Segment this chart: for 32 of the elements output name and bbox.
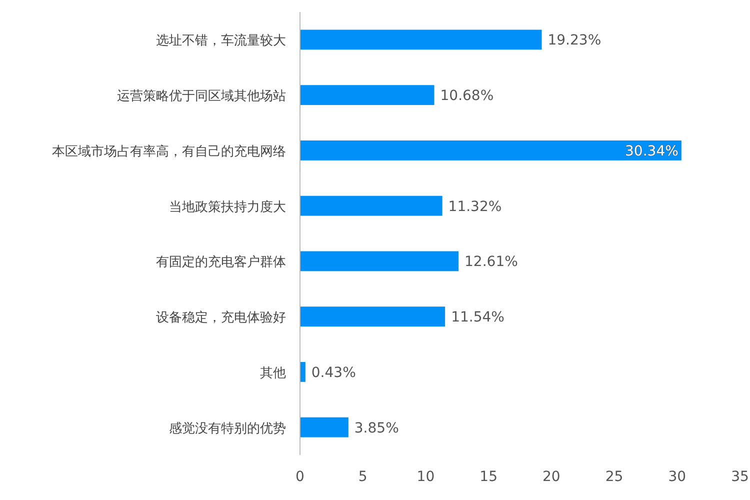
y-tick-label: 有固定的充电客户群体 <box>156 254 286 270</box>
y-tick-label: 选址不错，车流量较大 <box>156 32 286 49</box>
x-tick-label: 20 <box>542 469 560 485</box>
y-tick-label: 当地政策扶持力度大 <box>169 198 286 215</box>
x-tick-label: 30 <box>668 469 686 485</box>
bar <box>300 362 306 382</box>
bar <box>300 140 682 160</box>
data-label: 0.43% <box>311 364 356 381</box>
bar <box>300 251 459 272</box>
data-label: 12.61% <box>464 254 518 270</box>
y-tick-label: 其他 <box>260 366 286 381</box>
bar <box>300 417 348 438</box>
x-tick-label: 0 <box>296 469 304 485</box>
y-tick-label: 感觉没有特别的优势 <box>169 421 286 436</box>
data-label: 19.23% <box>548 32 602 49</box>
bar <box>300 306 446 327</box>
data-label: 11.54% <box>451 310 504 326</box>
bar <box>300 30 542 50</box>
data-label: 3.85% <box>354 420 399 436</box>
x-tick-label: 25 <box>605 469 624 485</box>
y-tick-label: 运营策略优于同区域其他场站 <box>117 89 286 104</box>
bar <box>300 196 442 216</box>
x-tick-label: 10 <box>416 469 435 485</box>
data-label: 30.34% <box>625 143 678 160</box>
x-tick-label: 35 <box>731 469 749 485</box>
x-tick-label: 15 <box>480 469 498 485</box>
x-tick-label: 5 <box>358 469 368 485</box>
y-tick-label: 设备稳定，充电体验好 <box>156 310 286 326</box>
bar <box>300 85 434 106</box>
data-label: 11.32% <box>448 198 502 215</box>
y-tick-label: 本区域市场占有率高，有自己的充电网络 <box>52 143 286 160</box>
data-label: 10.68% <box>440 88 494 104</box>
